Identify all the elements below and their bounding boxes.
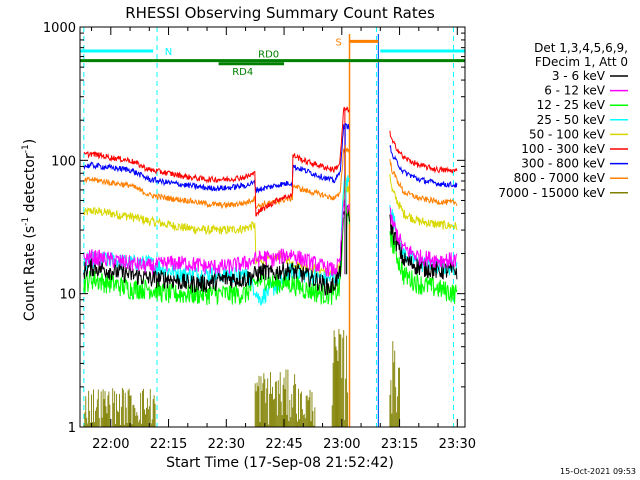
series-line-300-800kev xyxy=(83,122,350,194)
legend: Det 1,3,4,5,6,9, FDecim 1, Att 0 3 - 6 k… xyxy=(498,41,628,200)
series-line-6-12kev xyxy=(83,199,350,277)
x-tick-label: 22:15 xyxy=(150,437,187,452)
legend-label-5: 100 - 300 keV xyxy=(521,142,605,156)
legend-label-3: 25 - 50 keV xyxy=(537,113,606,127)
y-axis-label: Count Rate (s-1 detector-1) xyxy=(21,139,38,321)
y-axis-ticks: 1 10 100 1000 xyxy=(43,21,465,436)
series-line-after-12-25kev xyxy=(389,231,458,304)
y-tick-label: 1000 xyxy=(43,21,76,36)
series-line-after-50-100kev xyxy=(389,173,458,231)
legend-header-line-1: Det 1,3,4,5,6,9, xyxy=(534,41,628,55)
plot-frame xyxy=(79,26,466,428)
y-tick-label: 1 xyxy=(68,421,76,436)
series-line-after-100-300kev xyxy=(389,130,458,174)
legend-label-6: 300 - 800 keV xyxy=(521,157,605,171)
y-label-exponent-1: -1 xyxy=(21,217,31,226)
series-line-800-7000kev xyxy=(83,147,350,210)
y-label-main: Count Rate (s xyxy=(22,226,38,321)
y-tick-label: 10 xyxy=(59,288,76,303)
legend-label-8: 7000 - 15000 keV xyxy=(498,186,605,200)
x-tick-label: 23:30 xyxy=(439,437,476,452)
observing-state-bars: N S RD0 RD4 xyxy=(80,37,465,78)
y-tick-label: 100 xyxy=(51,154,76,169)
legend-label-4: 50 - 100 keV xyxy=(529,127,606,141)
attenuator-vertical-lines xyxy=(348,34,379,427)
x-tick-label: 23:15 xyxy=(381,437,418,452)
series-line-12-25kev xyxy=(83,211,350,306)
flare-spike xyxy=(344,109,348,275)
legend-label-7: 800 - 7000 keV xyxy=(514,171,606,185)
x-tick-label: 22:00 xyxy=(92,437,129,452)
x-tick-label: 22:30 xyxy=(208,437,245,452)
bar-label-n: N xyxy=(165,47,172,58)
bar-label-s: S xyxy=(335,37,341,48)
legend-label-2: 12 - 25 keV xyxy=(537,98,606,112)
series-line-after-800-7000kev xyxy=(389,159,458,206)
chart-title: RHESSI Observing Summary Count Rates xyxy=(125,4,435,22)
bar-label-rd0: RD0 xyxy=(258,50,279,61)
legend-header-line-2: FDecim 1, Att 0 xyxy=(535,55,628,69)
timestamp: 15-Oct-2021 09:53 xyxy=(560,467,636,476)
legend-label-1: 6 - 12 keV xyxy=(544,84,606,98)
series-line-after-6-12kev xyxy=(389,207,458,269)
x-tick-label: 22:45 xyxy=(265,437,302,452)
x-axis-label: Start Time (17-Sep-08 21:52:42) xyxy=(166,455,394,471)
series-line-100-300kev xyxy=(83,106,350,217)
y-label-end: ) xyxy=(22,139,38,144)
series-layer xyxy=(83,106,458,427)
series-line-7000-15000kev xyxy=(83,328,400,427)
x-axis-ticks: 22:00 22:15 22:30 22:45 23:00 23:15 23:30 xyxy=(91,27,476,452)
bar-label-rd4: RD4 xyxy=(232,67,253,78)
legend-label-0: 3 - 6 keV xyxy=(552,69,606,83)
dashed-time-markers xyxy=(83,27,454,427)
x-tick-label: 23:00 xyxy=(323,437,360,452)
series-line-after-300-800kev xyxy=(389,145,458,188)
y-label-exponent-2: -1 xyxy=(21,144,31,153)
series-line-3-6kev xyxy=(83,205,350,297)
series-line-50-100kev xyxy=(83,185,350,276)
y-label-mid: detector xyxy=(22,153,38,217)
